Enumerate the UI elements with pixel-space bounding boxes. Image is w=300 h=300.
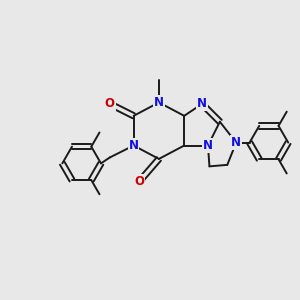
Text: O: O [105,98,115,110]
Text: O: O [135,175,145,188]
Text: N: N [129,139,139,152]
Text: N: N [154,96,164,109]
Text: N: N [231,136,241,149]
Text: N: N [197,98,207,110]
Text: N: N [203,139,213,152]
